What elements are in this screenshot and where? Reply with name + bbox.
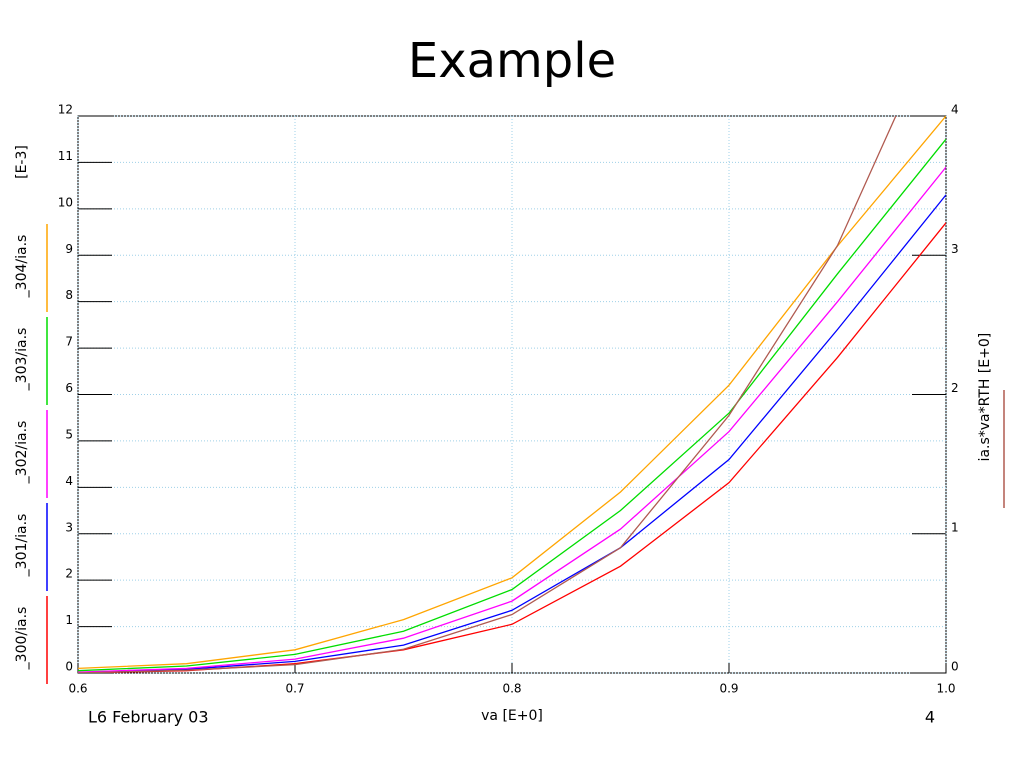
y-tick-label: 4 xyxy=(65,474,73,488)
series-line xyxy=(78,138,946,672)
x-tick-label: 0.8 xyxy=(502,682,521,696)
series-line xyxy=(78,166,946,673)
plot-lines xyxy=(78,116,946,673)
legend-label: _303/ia.s xyxy=(14,328,30,392)
y2-tick-label: 2 xyxy=(951,381,959,395)
legend-label: _301/ia.s xyxy=(14,514,30,578)
legend-label: ia.s*va*RTH xyxy=(977,379,993,462)
y-tick-label: 1 xyxy=(65,613,73,627)
y2-tick-label: 4 xyxy=(951,103,959,117)
y-tick-label: 5 xyxy=(65,427,73,441)
y-axis-label: [E-3] xyxy=(14,145,30,179)
y-tick-label: 3 xyxy=(65,520,73,534)
y-tick-label: 12 xyxy=(58,103,73,117)
y-tick-label: 8 xyxy=(65,288,73,302)
series-line xyxy=(78,116,946,670)
y2-tick-label: 0 xyxy=(951,660,959,674)
legend-label: _302/ia.s xyxy=(14,421,30,485)
y-tick-label: 9 xyxy=(65,242,73,256)
y2-axis-label: [E+0] xyxy=(977,333,993,373)
footer-date: L6 February 03 xyxy=(88,708,209,727)
y-tick-label: 0 xyxy=(65,660,73,674)
x-tick-label: 0.7 xyxy=(285,682,304,696)
x-tick-label: 0.9 xyxy=(719,682,738,696)
y2-tick-label: 3 xyxy=(951,242,959,256)
y-tick-label: 6 xyxy=(65,381,73,395)
x-tick-label: 1.0 xyxy=(936,682,955,696)
page-number: 4 xyxy=(925,708,935,727)
x-axis-label: va [E+0] xyxy=(481,708,543,724)
y-tick-label: 11 xyxy=(58,149,73,163)
legend-label: _304/ia.s xyxy=(14,235,30,299)
x-tick-label: 0.6 xyxy=(68,682,87,696)
y-tick-label: 10 xyxy=(58,195,73,209)
legend-label: _300/ia.s xyxy=(14,607,30,671)
y-tick-label: 2 xyxy=(65,567,73,581)
slide-title: Example xyxy=(408,33,616,89)
y2-tick-label: 1 xyxy=(951,520,959,534)
series-line xyxy=(78,116,897,673)
series-line xyxy=(78,194,946,673)
y-tick-label: 7 xyxy=(65,335,73,349)
